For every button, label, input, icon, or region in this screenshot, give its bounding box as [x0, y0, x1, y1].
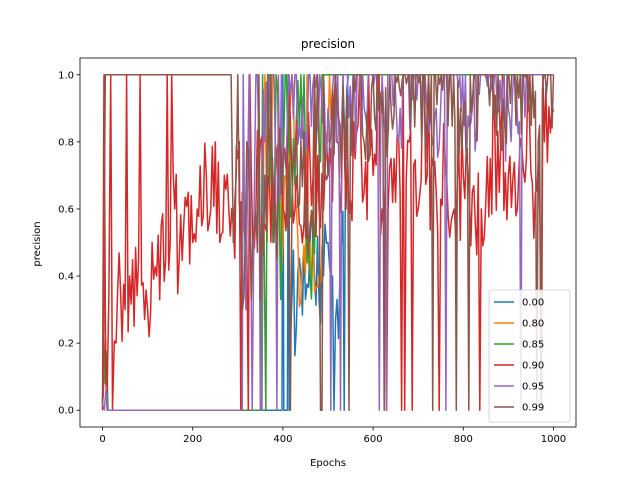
series-line-0.99 [101, 74, 555, 411]
legend-label: 0.90 [522, 361, 544, 372]
y-tick-label: 0.2 [58, 339, 74, 350]
x-tick-label: 600 [364, 434, 383, 445]
x-axis-label: Epochs [310, 458, 346, 469]
axes: 0 200 400 600 800 1000 0.0 0.2 0.4 0.6 0.8 1.0 [58, 57, 577, 445]
y-tick-label: 0.8 [58, 137, 74, 148]
chart-title: precision [301, 37, 355, 51]
y-tick-label: 0.4 [58, 272, 74, 283]
legend-label: 0.85 [522, 340, 544, 351]
legend-label: 0.80 [522, 319, 544, 330]
x-tick-label: 1000 [541, 434, 566, 445]
y-tick-label: 0.0 [58, 406, 74, 417]
x-tick-label: 0 [99, 434, 105, 445]
legend-label: 0.99 [522, 403, 544, 414]
legend-label: 0.95 [522, 382, 544, 393]
legend-label: 0.00 [522, 298, 544, 309]
x-tick-label: 400 [273, 434, 292, 445]
y-axis-label: precision [32, 221, 43, 266]
plot-area [101, 74, 555, 411]
axes-frame [79, 57, 577, 428]
y-tick-label: 1.0 [58, 70, 74, 81]
x-tick-label: 200 [183, 434, 202, 445]
x-tick-label: 800 [454, 434, 473, 445]
y-tick-label: 0.6 [58, 204, 74, 215]
legend: 0.00 0.80 0.85 0.90 0.95 0.99 [488, 289, 571, 423]
